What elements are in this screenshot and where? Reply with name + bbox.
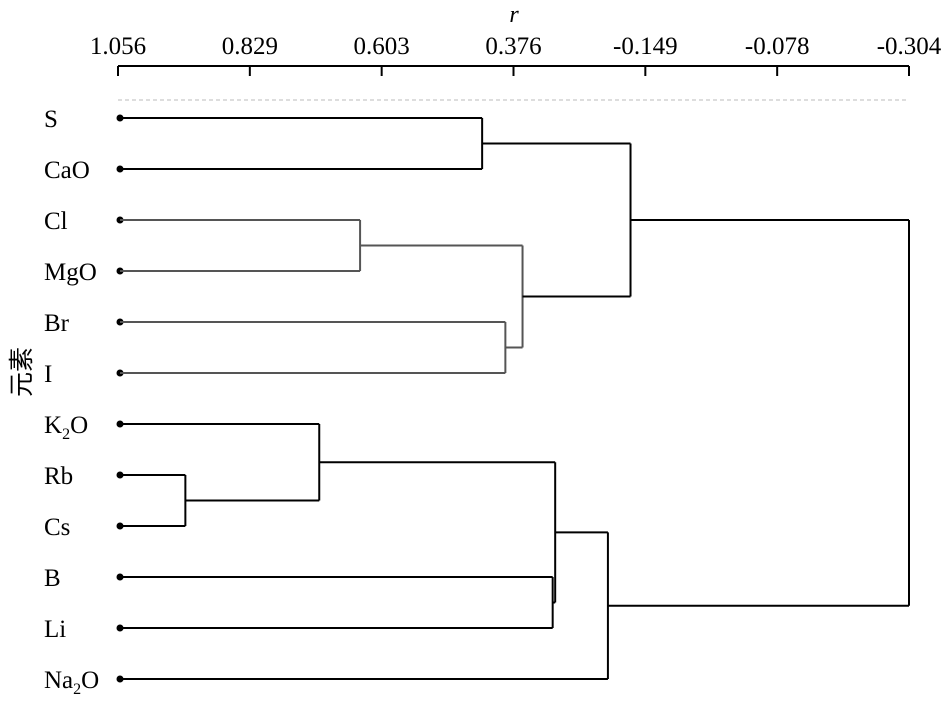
- axis-title: r: [509, 2, 519, 28]
- leaf-label: Rb: [44, 463, 73, 490]
- leaf-label: Cl: [44, 208, 68, 235]
- leaf-label: Br: [44, 310, 70, 337]
- leaf-label-base: Na: [44, 667, 73, 694]
- leaf-label-base: Cs: [44, 514, 70, 541]
- leaf-label: Li: [44, 616, 66, 643]
- leaf-label-base: Cl: [44, 208, 68, 235]
- leaf-label-subscript: 2: [62, 426, 70, 443]
- tick-label: 0.829: [222, 33, 278, 60]
- y-axis-label: 元素: [8, 347, 36, 397]
- leaf-label-base: Br: [44, 310, 70, 337]
- tick-label: 0.376: [485, 33, 541, 60]
- leaf-label-base: CaO: [44, 157, 90, 184]
- tick-label: -0.304: [877, 33, 942, 60]
- leaf-label-base: S: [44, 106, 58, 133]
- leaf-label: I: [44, 361, 52, 388]
- leaf-label-base: Rb: [44, 463, 73, 490]
- leaf-label-base: K: [44, 412, 62, 439]
- leaf-label-base: Li: [44, 616, 66, 643]
- leaf-label: S: [44, 106, 58, 133]
- tick-label: 1.056: [90, 33, 146, 60]
- leaf-label-base: MgO: [44, 259, 97, 286]
- leaf-label: K2O: [44, 412, 88, 443]
- dendrogram-tree: [120, 117, 910, 680]
- leaf-label-base: B: [44, 565, 61, 592]
- tick-label: -0.078: [745, 33, 810, 60]
- leaf-label-tail: O: [70, 412, 88, 439]
- leaf-label: Na2O: [44, 667, 99, 698]
- leaf-label-base: I: [44, 361, 52, 388]
- tick-label: -0.149: [613, 33, 678, 60]
- top-axis: 1.056 0.829 0.603 0.376 -0.149 -0.078 -0.304: [90, 33, 942, 101]
- leaf-label: Cs: [44, 514, 70, 541]
- leaf-label: B: [44, 565, 61, 592]
- tick-label: 0.603: [354, 33, 410, 60]
- leaf-label: CaO: [44, 157, 90, 184]
- leaf-label: MgO: [44, 259, 97, 286]
- leaf-label-subscript: 2: [73, 681, 81, 698]
- leaf-label-tail: O: [81, 667, 99, 694]
